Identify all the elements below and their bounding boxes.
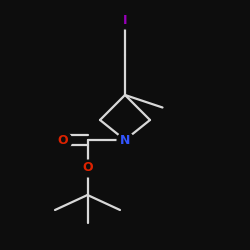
Text: I: I: [123, 14, 127, 26]
Text: N: N: [120, 134, 130, 146]
Text: O: O: [57, 134, 68, 146]
Text: O: O: [82, 161, 93, 174]
